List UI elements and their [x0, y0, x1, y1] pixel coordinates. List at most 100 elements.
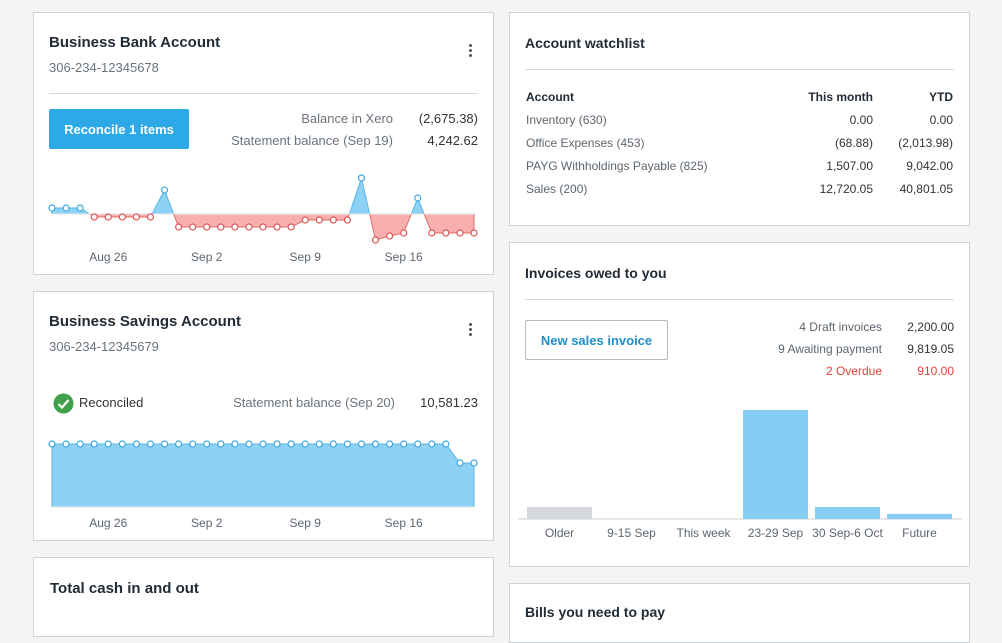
column-header: Account — [526, 90, 574, 104]
point — [132, 440, 141, 448]
row-label: Statement balance (Sep 20) — [233, 395, 395, 410]
point — [315, 440, 323, 448]
point — [386, 232, 394, 240]
watchlist-card — [509, 12, 970, 226]
point — [442, 229, 450, 237]
row-label: Statement balance (Sep 19) — [231, 133, 393, 148]
point — [315, 216, 323, 224]
point — [287, 223, 295, 231]
cell-account: Inventory (630) — [526, 113, 607, 127]
savings-chart: Aug 26 Sep 2 Sep 9 Sep 16 — [48, 440, 478, 530]
point — [428, 440, 436, 448]
point — [48, 204, 56, 212]
menu-button[interactable] — [469, 323, 472, 338]
card-title: Total cash in and out — [50, 580, 199, 597]
card-title: Bills you need to pay — [525, 604, 666, 620]
point — [90, 213, 98, 221]
point — [400, 440, 408, 448]
summary-value: 2,200.00 — [907, 320, 954, 334]
point — [231, 440, 239, 448]
bar — [887, 513, 952, 519]
point — [175, 440, 183, 448]
point — [217, 440, 225, 448]
point — [273, 440, 281, 448]
point — [301, 216, 309, 224]
point — [146, 440, 155, 448]
cell-value: 9,042.00 — [906, 159, 953, 173]
x-label: 9-15 Sep — [607, 526, 656, 540]
point — [357, 174, 366, 182]
summary-label: 9 Awaiting payment — [778, 342, 882, 356]
check-icon — [53, 393, 74, 414]
point — [146, 213, 155, 221]
point — [329, 216, 337, 224]
point — [343, 216, 351, 224]
column-header: This month — [808, 90, 873, 104]
point — [118, 440, 126, 448]
point — [175, 223, 183, 231]
account-number: 306-234-12345678 — [49, 60, 159, 75]
reconcile-button[interactable]: Reconcile 1 items — [49, 109, 189, 149]
point — [287, 440, 295, 448]
x-label: Sep 9 — [290, 516, 322, 530]
menu-button[interactable] — [469, 44, 472, 59]
point — [231, 223, 239, 231]
point — [90, 440, 98, 448]
divider — [525, 69, 954, 70]
point — [442, 440, 450, 448]
point — [259, 223, 267, 231]
area-negative — [51, 214, 475, 241]
row-label: Balance in Xero — [301, 111, 393, 126]
cell-value: (2,013.98) — [898, 136, 953, 150]
point — [203, 223, 211, 231]
point — [329, 440, 337, 448]
point — [357, 440, 366, 448]
area-positive — [51, 176, 475, 214]
point — [371, 440, 380, 448]
point — [470, 229, 478, 237]
status: Reconciled — [79, 395, 144, 410]
point — [414, 194, 422, 202]
account-number: 306-234-12345679 — [49, 339, 159, 354]
divider — [49, 93, 478, 94]
cell-value: 0.00 — [929, 113, 953, 127]
summary-label: 4 Draft invoices — [799, 320, 882, 334]
bar — [815, 507, 880, 519]
point — [160, 186, 169, 194]
bar — [743, 410, 808, 519]
card-title: Business Savings Account — [49, 313, 241, 330]
point — [217, 223, 225, 231]
cash-card — [33, 557, 494, 637]
x-label: Sep 16 — [385, 250, 423, 264]
x-label: Aug 26 — [89, 250, 127, 264]
card-title: Account watchlist — [525, 35, 645, 51]
cell-value: 40,801.05 — [899, 182, 953, 196]
bar — [527, 507, 592, 519]
invoice-chart: Older 9-15 Sep This week 23-29 Sep 30 Sep-6 … — [518, 410, 962, 540]
point — [301, 440, 309, 448]
cell-value: 1,507.00 — [826, 159, 873, 173]
point — [189, 223, 197, 231]
point — [386, 440, 394, 448]
area-positive — [51, 443, 475, 507]
point — [118, 213, 126, 221]
point — [189, 440, 197, 448]
point — [428, 229, 436, 237]
x-label: Older — [545, 526, 574, 540]
x-label: This week — [676, 526, 731, 540]
x-label: Aug 26 — [89, 516, 127, 530]
cell-value: (68.88) — [834, 136, 873, 150]
point — [104, 440, 112, 448]
new-invoice-button[interactable]: New sales invoice — [525, 320, 668, 360]
summary-value: 9,819.05 — [907, 342, 954, 356]
summary-label: 2 Overdue — [825, 364, 882, 378]
row-value: (2,675.38) — [418, 111, 478, 126]
cell-value: 0.00 — [849, 113, 873, 127]
point — [400, 229, 408, 237]
point — [62, 440, 70, 448]
x-label: Sep 2 — [191, 250, 223, 264]
cell-value: 12,720.05 — [819, 182, 873, 196]
point — [62, 204, 70, 212]
x-label: Future — [902, 526, 937, 540]
cell-account: PAYG Withholdings Payable (825) — [526, 159, 708, 173]
